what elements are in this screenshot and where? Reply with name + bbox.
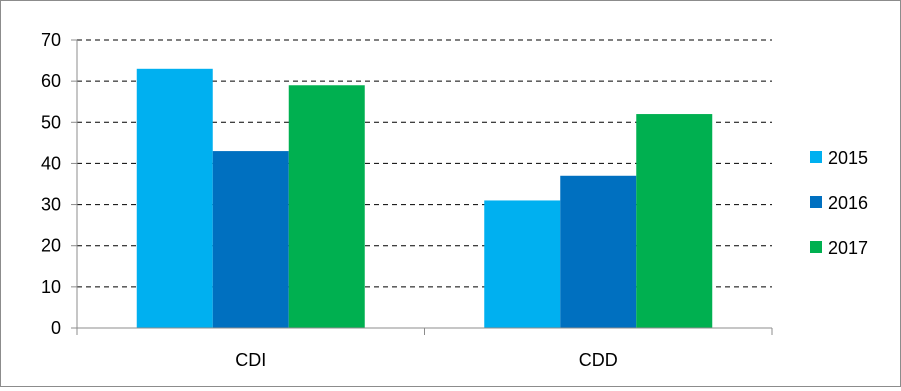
legend-swatch-2017 [810, 241, 822, 253]
legend-label-2017: 2017 [828, 238, 868, 258]
x-tick-label: CDI [235, 350, 266, 370]
y-tick-label: 20 [41, 236, 61, 256]
y-tick-label: 70 [41, 30, 61, 50]
y-tick-label: 10 [41, 277, 61, 297]
bar-2017-cdd [636, 114, 713, 328]
y-tick-label: 0 [51, 318, 61, 338]
y-tick-label: 60 [41, 71, 61, 91]
bar-2015-cdd [484, 200, 561, 328]
axes: 0 10 20 30 40 50 60 70 CDI CDD [41, 30, 773, 370]
y-tick-label: 30 [41, 195, 61, 215]
legend: 2015 2016 2017 [810, 148, 868, 258]
y-tick-label: 50 [41, 112, 61, 132]
x-tick-label: CDD [579, 350, 618, 370]
bars [136, 68, 713, 329]
bar-2016-cdd [560, 175, 637, 328]
y-tick-label: 40 [41, 153, 61, 173]
legend-label-2015: 2015 [828, 148, 868, 168]
legend-swatch-2015 [810, 151, 822, 163]
bar-2017-cdi [288, 85, 365, 328]
legend-swatch-2016 [810, 196, 822, 208]
bar-2015-cdi [136, 68, 213, 329]
bar-2016-cdi [212, 151, 289, 328]
legend-label-2016: 2016 [828, 193, 868, 213]
